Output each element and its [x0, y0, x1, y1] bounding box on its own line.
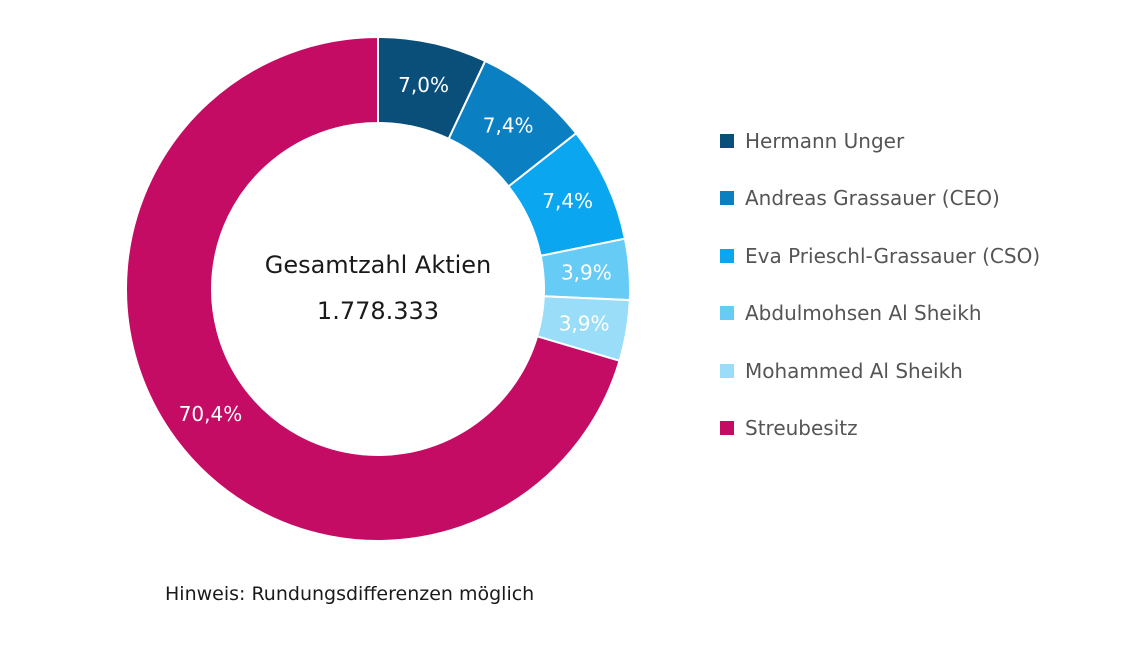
slice-label-2: 7,4% [483, 113, 534, 137]
legend-swatch-6 [720, 421, 734, 436]
legend-swatch-5 [720, 363, 734, 378]
legend-item-2: Andreas Grassauer (CEO) [720, 170, 1040, 228]
slice-label-6: 70,4% [179, 402, 243, 426]
legend-label-3: Eva Prieschl-Grassauer (CSO) [745, 243, 1041, 268]
legend-item-5: Mohammed Al Sheikh [720, 342, 1040, 400]
legend-item-1: Hermann Unger [720, 112, 1040, 170]
footnote: Hinweis: Rundungsdifferenzen möglich [165, 583, 535, 605]
legend-swatch-4 [720, 306, 734, 321]
legend-item-6: Streubesitz [720, 400, 1040, 458]
legend-label-5: Mohammed Al Sheikh [745, 358, 963, 383]
donut-slices [125, 35, 631, 542]
legend-label-2: Andreas Grassauer (CEO) [745, 186, 1000, 211]
slice-label-5: 3,9% [559, 312, 610, 336]
legend-swatch-1 [720, 133, 734, 148]
slice-label-3: 7,4% [542, 189, 593, 213]
legend-item-3: Eva Prieschl-Grassauer (CSO) [720, 227, 1040, 285]
slice-labels: 7,0% 7,4% 7,4% 3,9% 3,9% 70,4% [179, 73, 612, 426]
donut-slice-6 [125, 35, 621, 542]
legend-label-1: Hermann Unger [745, 128, 905, 153]
slice-label-4: 3,9% [561, 261, 612, 285]
center-value: 1.778.333 [317, 297, 439, 325]
legend-swatch-3 [720, 248, 734, 263]
slice-label-1: 7,0% [398, 73, 449, 97]
legend: Hermann Unger Andreas Grassauer (CEO) Eva … [720, 112, 1040, 457]
legend-label-4: Abdulmohsen Al Sheikh [745, 301, 982, 326]
legend-label-6: Streubesitz [745, 416, 858, 441]
legend-item-4: Abdulmohsen Al Sheikh [720, 285, 1040, 343]
legend-swatch-2 [720, 191, 734, 206]
center-title: Gesamtzahl Aktien [265, 251, 492, 279]
